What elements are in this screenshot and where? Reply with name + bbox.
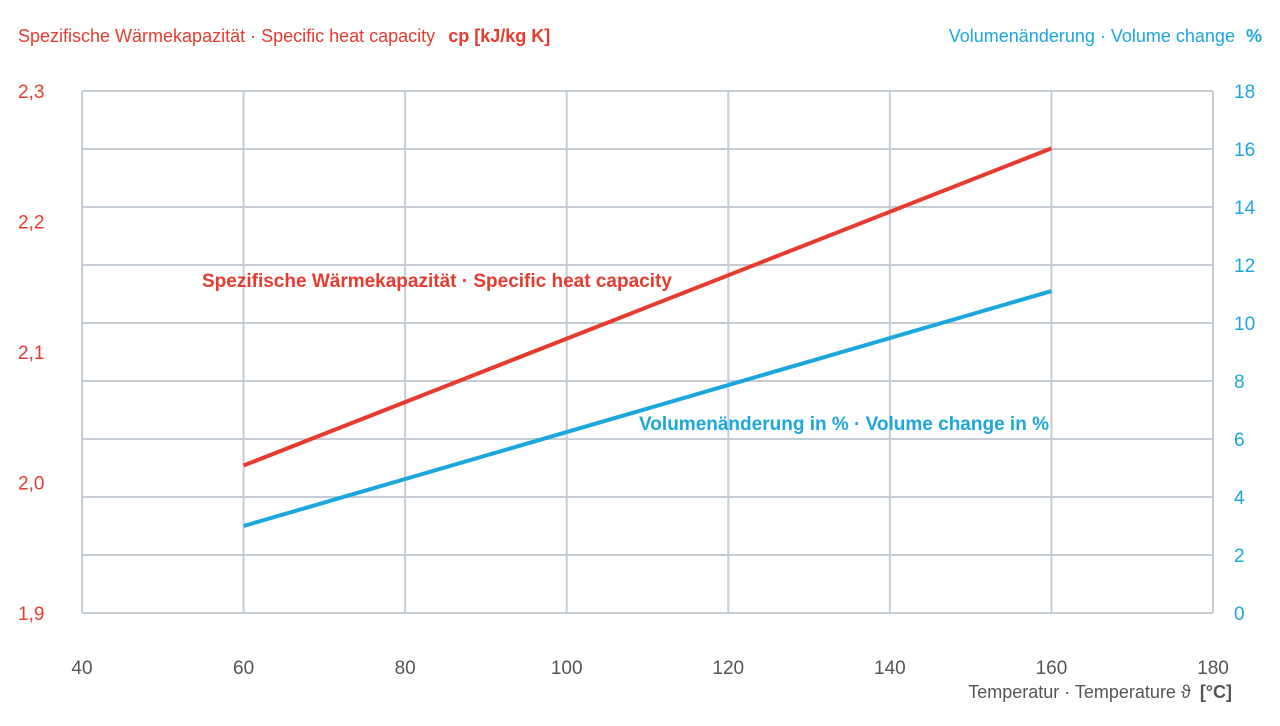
x-axis-tick-label: 120 [712, 658, 744, 679]
series-labels: Spezifische Wärmekapazität · Specific he… [202, 271, 1049, 435]
left-axis-tick-label: 2,0 [18, 474, 44, 495]
left-axis-title: Spezifische Wärmekapazität · Specific he… [18, 26, 550, 46]
right-axis-tick-label: 4 [1234, 488, 1245, 509]
x-axis-unit: [°C] [1200, 682, 1232, 702]
left-axis-title-text: Spezifische Wärmekapazität · Specific he… [18, 26, 435, 46]
x-axis-tick-label: 180 [1197, 658, 1229, 679]
left-axis-tick-label: 2,1 [18, 343, 44, 364]
left-axis-tick-label: 1,9 [18, 604, 44, 625]
x-axis-title-text: Temperatur · Temperature ϑ [968, 682, 1191, 702]
right-axis-tick-label: 8 [1234, 372, 1245, 393]
right-axis-tick-label: 0 [1234, 604, 1245, 625]
x-axis-ticks: 40 60 80 100 120 140 160 180 [71, 658, 1228, 679]
right-axis-tick-label: 16 [1234, 140, 1255, 161]
left-axis-unit: cp [kJ/kg K] [448, 26, 550, 46]
right-axis-tick-label: 2 [1234, 546, 1245, 567]
x-axis-tick-label: 80 [395, 658, 416, 679]
x-axis-tick-label: 100 [551, 658, 583, 679]
right-axis-title: Volumenänderung · Volume change % [949, 26, 1262, 46]
right-axis-tick-label: 6 [1234, 430, 1245, 451]
right-axis-tick-label: 14 [1234, 198, 1256, 219]
series-line-volume-change [243, 289, 1052, 528]
series-label-volume-change: Volumenänderung in % · Volume change in … [639, 414, 1049, 435]
grid [81, 90, 1214, 614]
left-axis-tick-label: 2,2 [18, 213, 44, 234]
right-axis-tick-label: 18 [1234, 82, 1255, 103]
left-axis-ticks: 1,9 2,0 2,1 2,2 2,3 [18, 82, 44, 625]
left-axis-tick-label: 2,3 [18, 82, 44, 103]
series-line-heat-capacity [242, 146, 1053, 468]
series-lines [242, 146, 1053, 528]
right-axis-ticks: 0 2 4 6 8 10 12 14 16 18 [1234, 82, 1256, 625]
right-axis-unit: % [1246, 26, 1262, 46]
x-axis-tick-label: 60 [233, 658, 254, 679]
right-axis-title-text: Volumenänderung · Volume change [949, 26, 1235, 46]
right-axis-tick-label: 10 [1234, 314, 1255, 335]
x-axis-tick-label: 40 [71, 658, 92, 679]
series-label-heat-capacity: Spezifische Wärmekapazität · Specific he… [202, 271, 672, 292]
x-axis-tick-label: 160 [1036, 658, 1068, 679]
right-axis-tick-label: 12 [1234, 256, 1255, 277]
x-axis-tick-label: 140 [874, 658, 906, 679]
x-axis-title: Temperatur · Temperature ϑ [°C] [968, 682, 1232, 702]
